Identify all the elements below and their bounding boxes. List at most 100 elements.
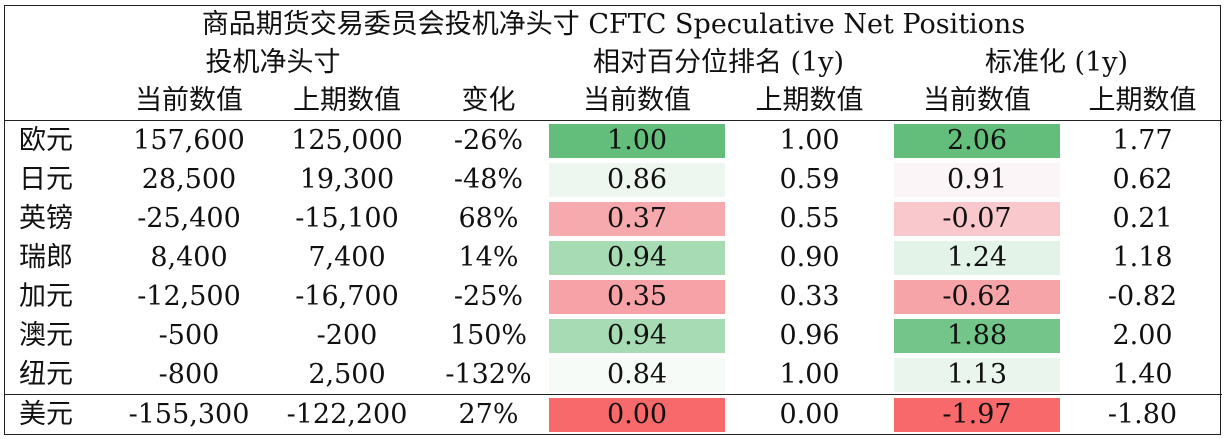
std-current-value: 1.24 xyxy=(894,240,1060,275)
table-row: 欧元 157,600 125,000 -26% 1.00 1.00 2.06 1.77 xyxy=(5,120,1222,160)
pct-prev-value: 0.59 xyxy=(779,164,840,195)
std-current-value-cell: -1.97 xyxy=(891,394,1063,434)
change-value: -26% xyxy=(431,120,546,160)
std-current-value: -0.07 xyxy=(894,201,1060,236)
change-value: 150% xyxy=(449,320,528,351)
table-row: 英镑 -25,400 -15,100 68% 0.37 0.55 -0.07 0.21 xyxy=(5,199,1222,238)
net-current-value: 157,600 xyxy=(115,120,263,160)
table-row: 纽元 -800 2,500 -132% 0.84 1.00 1.13 1.40 xyxy=(5,355,1222,395)
col-header-pct-prev: 上期数值 xyxy=(755,85,864,116)
cftc-table-container: 商品期货交易委员会投机净头寸 CFTC Speculative Net Posi… xyxy=(4,5,1222,435)
std-prev-value: 2.00 xyxy=(1112,320,1173,351)
pct-prev-value: 0.33 xyxy=(779,281,840,312)
cftc-positions-table: 商品期货交易委员会投机净头寸 CFTC Speculative Net Posi… xyxy=(5,6,1222,434)
pct-current-value: 0.94 xyxy=(549,240,725,275)
net-prev-value: 19,300 xyxy=(299,164,395,195)
std-current-value-cell: 2.06 xyxy=(891,120,1063,160)
pct-current-value-cell: 0.94 xyxy=(546,238,728,277)
blank-header xyxy=(5,44,115,82)
col-header-pct-current: 当前数值 xyxy=(583,85,691,116)
pct-current-value-cell: 0.84 xyxy=(546,355,728,395)
col-header-change: 变化 xyxy=(461,85,516,116)
title-row: 商品期货交易委员会投机净头寸 CFTC Speculative Net Posi… xyxy=(5,6,1222,44)
std-prev-value: 1.40 xyxy=(1112,359,1173,390)
pct-prev-value: 0.90 xyxy=(779,242,840,273)
pct-current-value: 1.00 xyxy=(549,123,725,158)
net-current-value: -25,400 xyxy=(137,203,241,234)
std-current-value-cell: -0.62 xyxy=(891,277,1063,316)
std-current-value-cell: -0.07 xyxy=(891,199,1063,238)
blank-header xyxy=(5,82,115,121)
net-current-value: -155,300 xyxy=(115,394,263,434)
std-current-value-cell: 1.24 xyxy=(891,238,1063,277)
pct-current-value-cell: 1.00 xyxy=(546,120,728,160)
group-header-std: 标准化 (1y) xyxy=(984,47,1129,78)
table-row: 加元 -12,500 -16,700 -25% 0.35 0.33 -0.62 -0.82 xyxy=(5,277,1222,316)
col-header-std-prev: 上期数值 xyxy=(1088,85,1197,116)
currency-name: 澳元 xyxy=(19,320,73,351)
pct-current-value: 0.84 xyxy=(549,357,725,392)
std-current-value: 0.91 xyxy=(894,162,1060,197)
pct-current-value: 0.35 xyxy=(549,279,725,314)
currency-name: 欧元 xyxy=(5,120,115,160)
std-prev-value: -0.82 xyxy=(1107,281,1178,312)
col-header-std-current: 当前数值 xyxy=(923,85,1031,116)
table-row: 澳元 -500 -200 150% 0.94 0.96 1.88 2.00 xyxy=(5,316,1222,355)
group-header-pct: 相对百分位排名 (1y) xyxy=(592,47,845,78)
change-value: -25% xyxy=(453,281,524,312)
std-current-value-cell: 0.91 xyxy=(891,160,1063,199)
pct-current-value: 0.86 xyxy=(549,162,725,197)
change-value: 27% xyxy=(431,394,546,434)
net-prev-value: 2,500 xyxy=(308,359,386,390)
std-prev-value: 0.62 xyxy=(1112,164,1173,195)
pct-prev-value: 1.00 xyxy=(728,120,891,160)
net-prev-value: 125,000 xyxy=(263,120,431,160)
pct-current-value-cell: 0.00 xyxy=(546,394,728,434)
net-prev-value: -200 xyxy=(316,320,378,351)
pct-prev-value: 1.00 xyxy=(779,359,840,390)
pct-current-value-cell: 0.35 xyxy=(546,277,728,316)
currency-name: 加元 xyxy=(19,281,73,312)
change-value: 68% xyxy=(458,203,519,234)
group-header-row: 投机净头寸 相对百分位排名 (1y) 标准化 (1y) xyxy=(5,44,1222,82)
net-current-value: -12,500 xyxy=(137,281,241,312)
currency-name: 纽元 xyxy=(19,359,73,390)
pct-current-value: 0.94 xyxy=(549,318,725,353)
std-current-value: -1.97 xyxy=(894,397,1060,432)
currency-name: 瑞郎 xyxy=(19,242,73,273)
table-body: 欧元 157,600 125,000 -26% 1.00 1.00 2.06 1.77 日元 28… xyxy=(5,120,1222,434)
col-header-net-prev: 上期数值 xyxy=(293,85,401,116)
table-row: 瑞郎 8,400 7,400 14% 0.94 0.90 1.24 1.18 xyxy=(5,238,1222,277)
std-current-value: 1.13 xyxy=(894,357,1060,392)
net-prev-value: -122,200 xyxy=(263,394,431,434)
column-header-row: 当前数值 上期数值 变化 当前数值 上期数值 当前数值 上期数值 xyxy=(5,82,1222,121)
table-title: 商品期货交易委员会投机净头寸 CFTC Speculative Net Posi… xyxy=(201,9,1026,40)
pct-current-value-cell: 0.94 xyxy=(546,316,728,355)
blank-header xyxy=(431,44,546,82)
pct-current-value-cell: 0.37 xyxy=(546,199,728,238)
currency-name: 日元 xyxy=(19,164,73,195)
table-row: 美元 -155,300 -122,200 27% 0.00 0.00 -1.97 -1.80 xyxy=(5,394,1222,434)
group-header-net: 投机净头寸 xyxy=(205,47,341,78)
std-prev-value: -1.80 xyxy=(1063,394,1222,434)
std-prev-value: 0.21 xyxy=(1112,203,1173,234)
pct-prev-value: 0.55 xyxy=(779,203,840,234)
change-value: -48% xyxy=(453,164,524,195)
std-prev-value: 1.77 xyxy=(1063,120,1222,160)
col-header-net-current: 当前数值 xyxy=(135,85,243,116)
std-current-value: -0.62 xyxy=(894,279,1060,314)
net-current-value: 8,400 xyxy=(150,242,228,273)
table-row: 日元 28,500 19,300 -48% 0.86 0.59 0.91 0.62 xyxy=(5,160,1222,199)
net-prev-value: -15,100 xyxy=(295,203,399,234)
net-current-value: 28,500 xyxy=(141,164,237,195)
net-prev-value: -16,700 xyxy=(295,281,399,312)
std-current-value-cell: 1.88 xyxy=(891,316,1063,355)
std-current-value: 1.88 xyxy=(894,318,1060,353)
pct-current-value: 0.37 xyxy=(549,201,725,236)
net-current-value: -500 xyxy=(158,320,220,351)
pct-current-value-cell: 0.86 xyxy=(546,160,728,199)
std-current-value-cell: 1.13 xyxy=(891,355,1063,395)
pct-prev-value: 0.96 xyxy=(779,320,840,351)
pct-prev-value: 0.00 xyxy=(728,394,891,434)
change-value: 14% xyxy=(458,242,519,273)
